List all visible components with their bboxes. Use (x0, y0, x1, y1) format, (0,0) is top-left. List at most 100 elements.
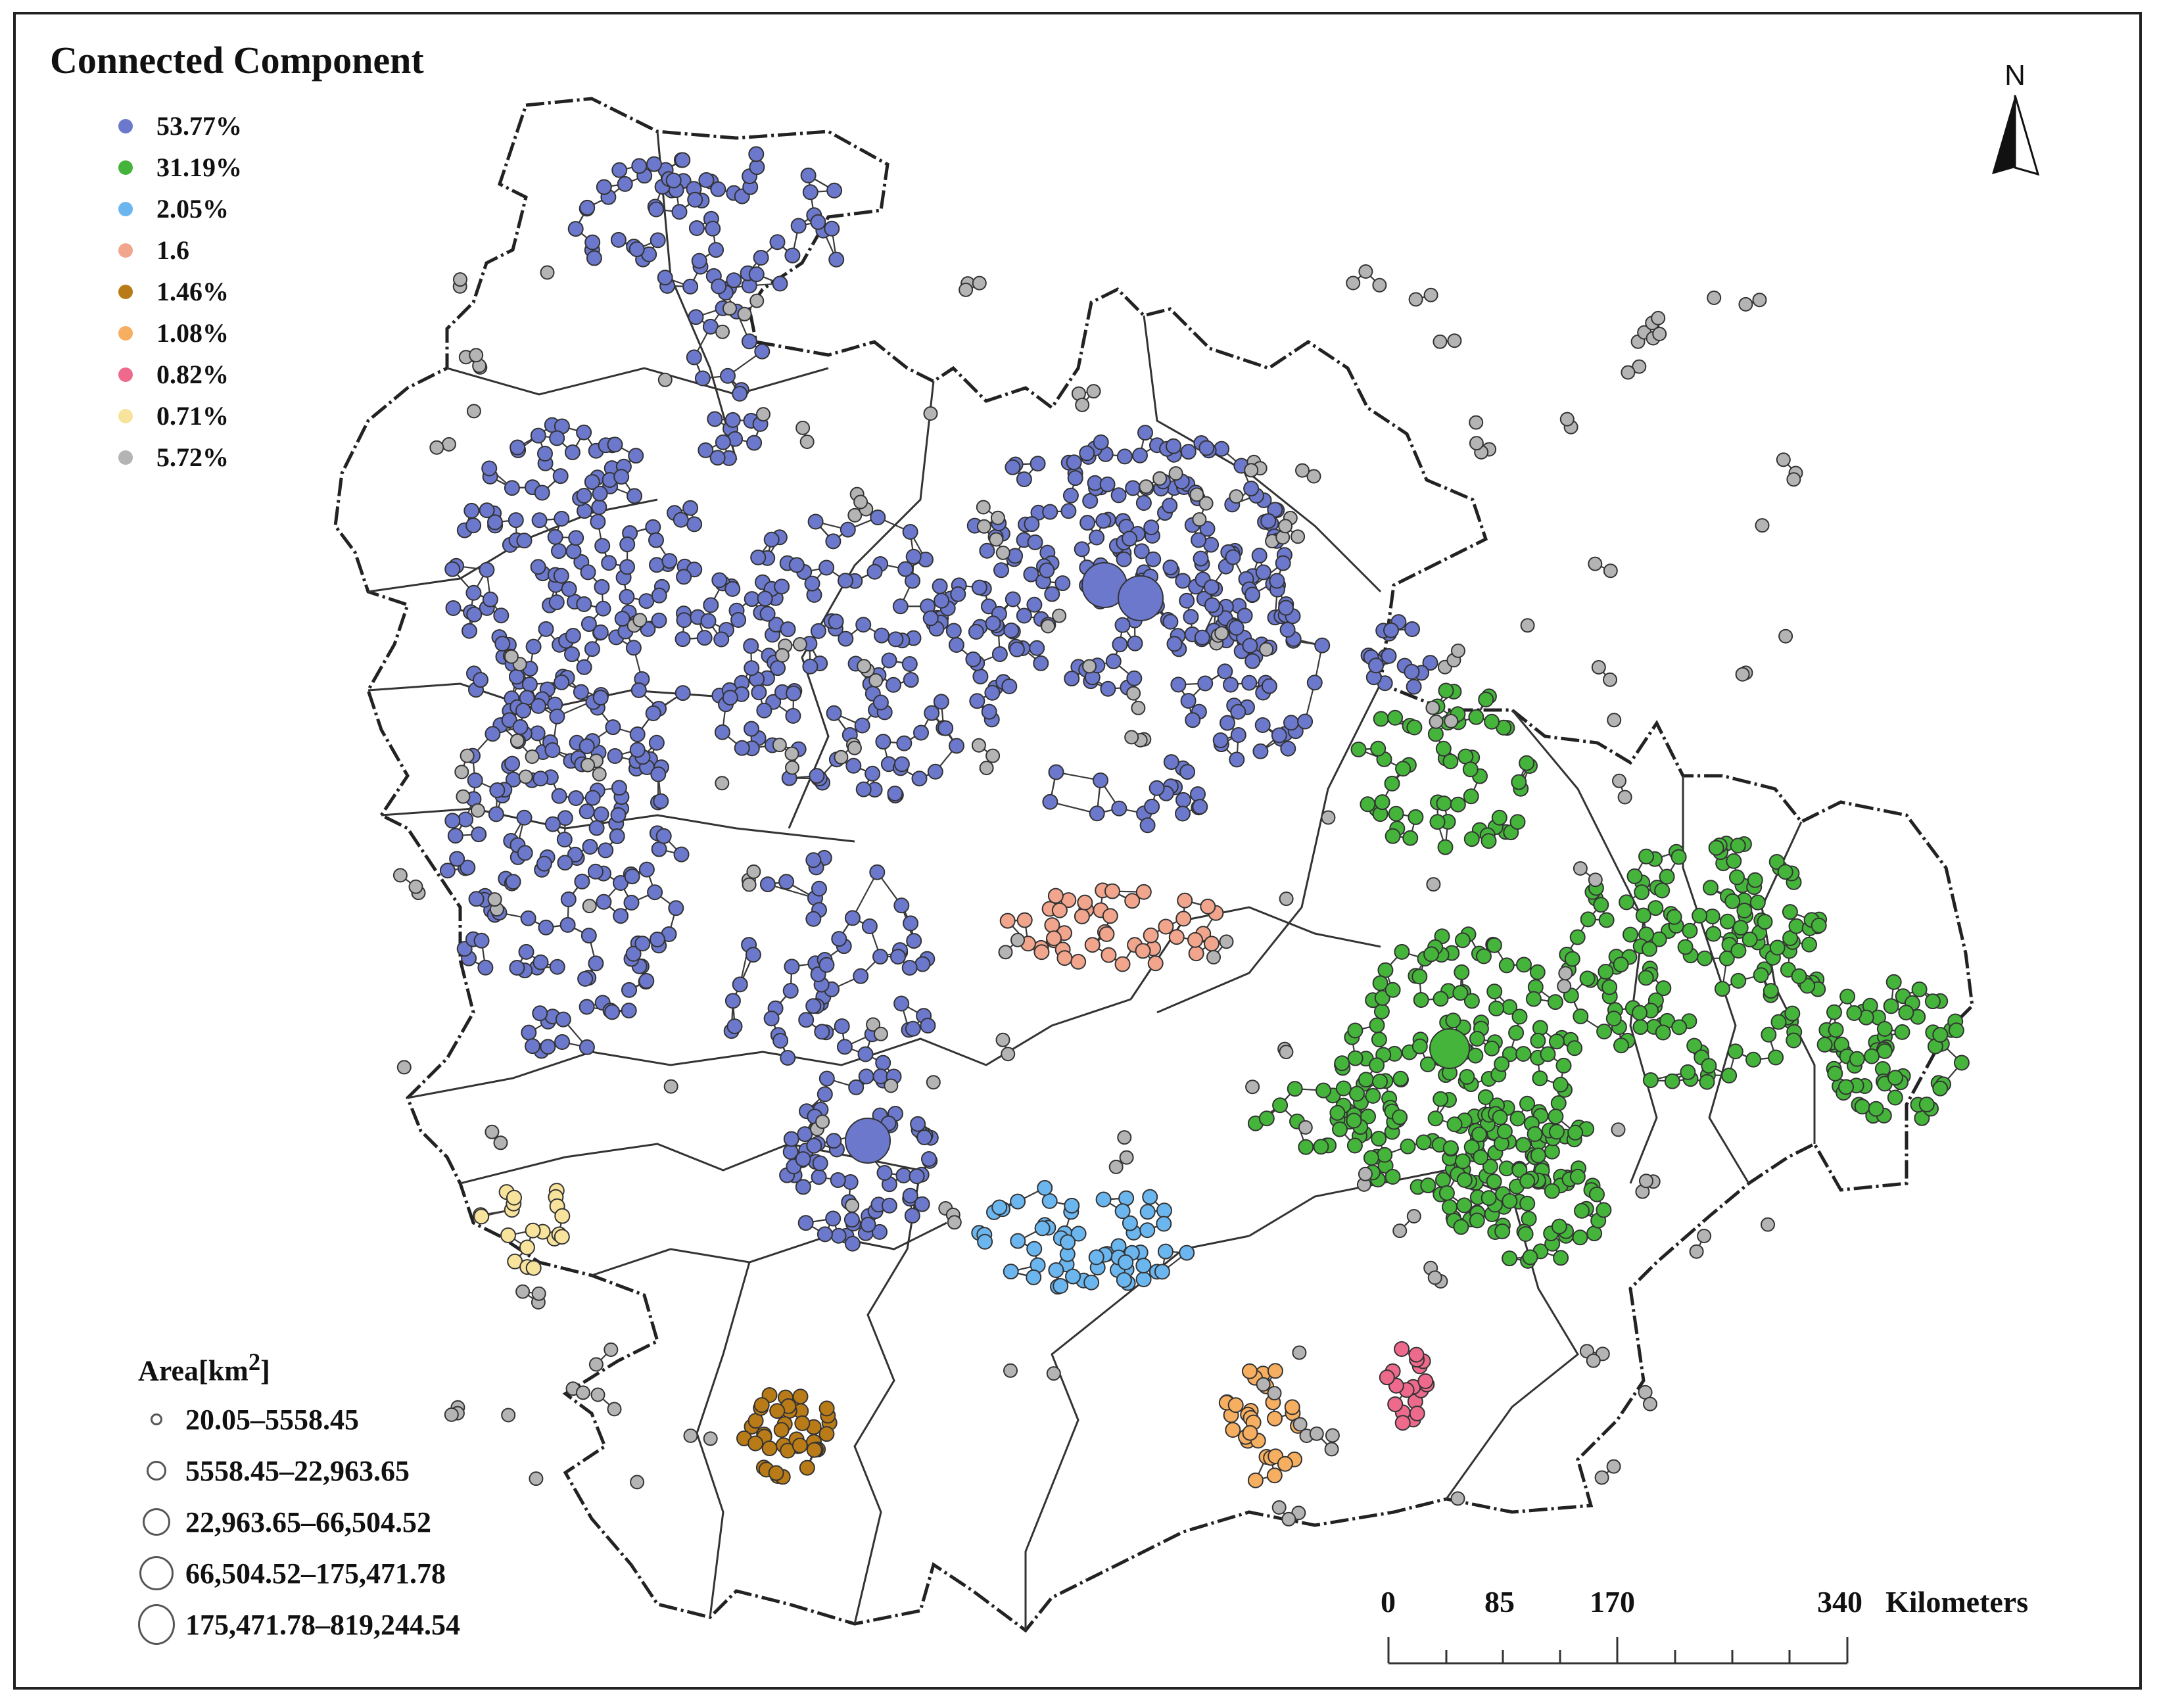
region-boundary (853, 1170, 922, 1625)
network-node (830, 1227, 847, 1244)
network-node (1435, 740, 1452, 757)
network-node (1179, 592, 1195, 609)
network-node (1237, 607, 1253, 624)
network-node (1415, 1134, 1432, 1151)
network-node (439, 863, 456, 879)
network-node (1162, 559, 1179, 576)
network-node (610, 231, 627, 248)
network-node (875, 734, 891, 750)
network-node (1194, 629, 1210, 646)
network-node (1596, 1024, 1613, 1039)
network-node (1371, 1131, 1387, 1147)
network-node (811, 1169, 827, 1185)
network-node (881, 652, 897, 669)
network-node (579, 738, 595, 755)
network-node (1283, 715, 1299, 731)
network-node (732, 385, 748, 402)
network-node (734, 740, 750, 756)
network-node (1406, 719, 1423, 736)
network-node (1212, 732, 1229, 748)
network-node (714, 724, 730, 740)
network-node (830, 1172, 846, 1188)
network-node (657, 270, 673, 286)
network-node (548, 594, 565, 611)
network-node (1144, 798, 1160, 815)
network-node (741, 333, 757, 350)
network-node (903, 915, 919, 932)
network-node (533, 954, 549, 970)
network-node (494, 636, 511, 652)
network-node (854, 717, 870, 734)
network-node (1175, 573, 1191, 589)
network-node (555, 1011, 571, 1028)
network-node (1373, 711, 1389, 727)
network-node (1699, 1074, 1715, 1090)
network-node (1486, 937, 1502, 953)
network-node (1163, 754, 1179, 771)
network-node (653, 793, 669, 809)
network-node (726, 272, 742, 289)
network-node (1122, 531, 1138, 547)
network-node (1429, 814, 1446, 830)
network-node (901, 656, 918, 672)
network-node (1271, 727, 1287, 744)
network-node (1314, 637, 1331, 653)
network-node (1089, 529, 1105, 546)
network-node (950, 586, 966, 602)
network-node (625, 945, 642, 962)
network-node (811, 880, 827, 897)
network-node (554, 674, 570, 690)
network-node (551, 543, 567, 559)
network-node (1243, 481, 1260, 497)
network-node (748, 146, 765, 162)
network-node (1613, 1037, 1629, 1054)
network-node (623, 895, 640, 911)
network-node (1180, 693, 1197, 709)
network-node (493, 607, 510, 624)
network-node (724, 993, 741, 1009)
network-node (479, 502, 495, 519)
network-node (1719, 913, 1736, 930)
network-node (1220, 715, 1235, 731)
network-node (855, 617, 872, 633)
network-node (596, 893, 612, 910)
network-edge (851, 872, 878, 918)
network-node (1427, 726, 1444, 742)
network-node (581, 928, 597, 944)
network-node (826, 182, 843, 199)
network-node (1191, 532, 1207, 548)
network-node (609, 828, 625, 844)
network-node (834, 1018, 850, 1034)
network-node (784, 247, 801, 264)
network-node (1062, 487, 1079, 504)
network-node (1442, 753, 1459, 770)
network-node (910, 1116, 926, 1132)
network-node (579, 1039, 595, 1055)
network-node (1525, 991, 1542, 1007)
network-node (1244, 653, 1261, 669)
network-node (682, 500, 699, 516)
network-node (1214, 440, 1230, 457)
network-node (1454, 964, 1470, 980)
network-node (508, 512, 524, 529)
network-node (1261, 678, 1277, 694)
network-node (1632, 1019, 1649, 1035)
network-node (645, 705, 661, 721)
network-node (709, 450, 726, 466)
network-node (1042, 504, 1058, 520)
network-node (512, 719, 529, 735)
network-node (1385, 982, 1401, 998)
network-node (634, 936, 651, 952)
network-node (1111, 800, 1127, 817)
network-node (1228, 619, 1244, 636)
network-node (1347, 1022, 1363, 1039)
network-node (651, 587, 667, 604)
network-node (584, 790, 601, 806)
network-node (817, 1226, 833, 1243)
network-node (649, 932, 665, 947)
network-node (1387, 709, 1404, 726)
network-node (1383, 622, 1399, 638)
network-node (1125, 480, 1141, 496)
network-node (802, 658, 818, 675)
network-node (530, 698, 546, 714)
